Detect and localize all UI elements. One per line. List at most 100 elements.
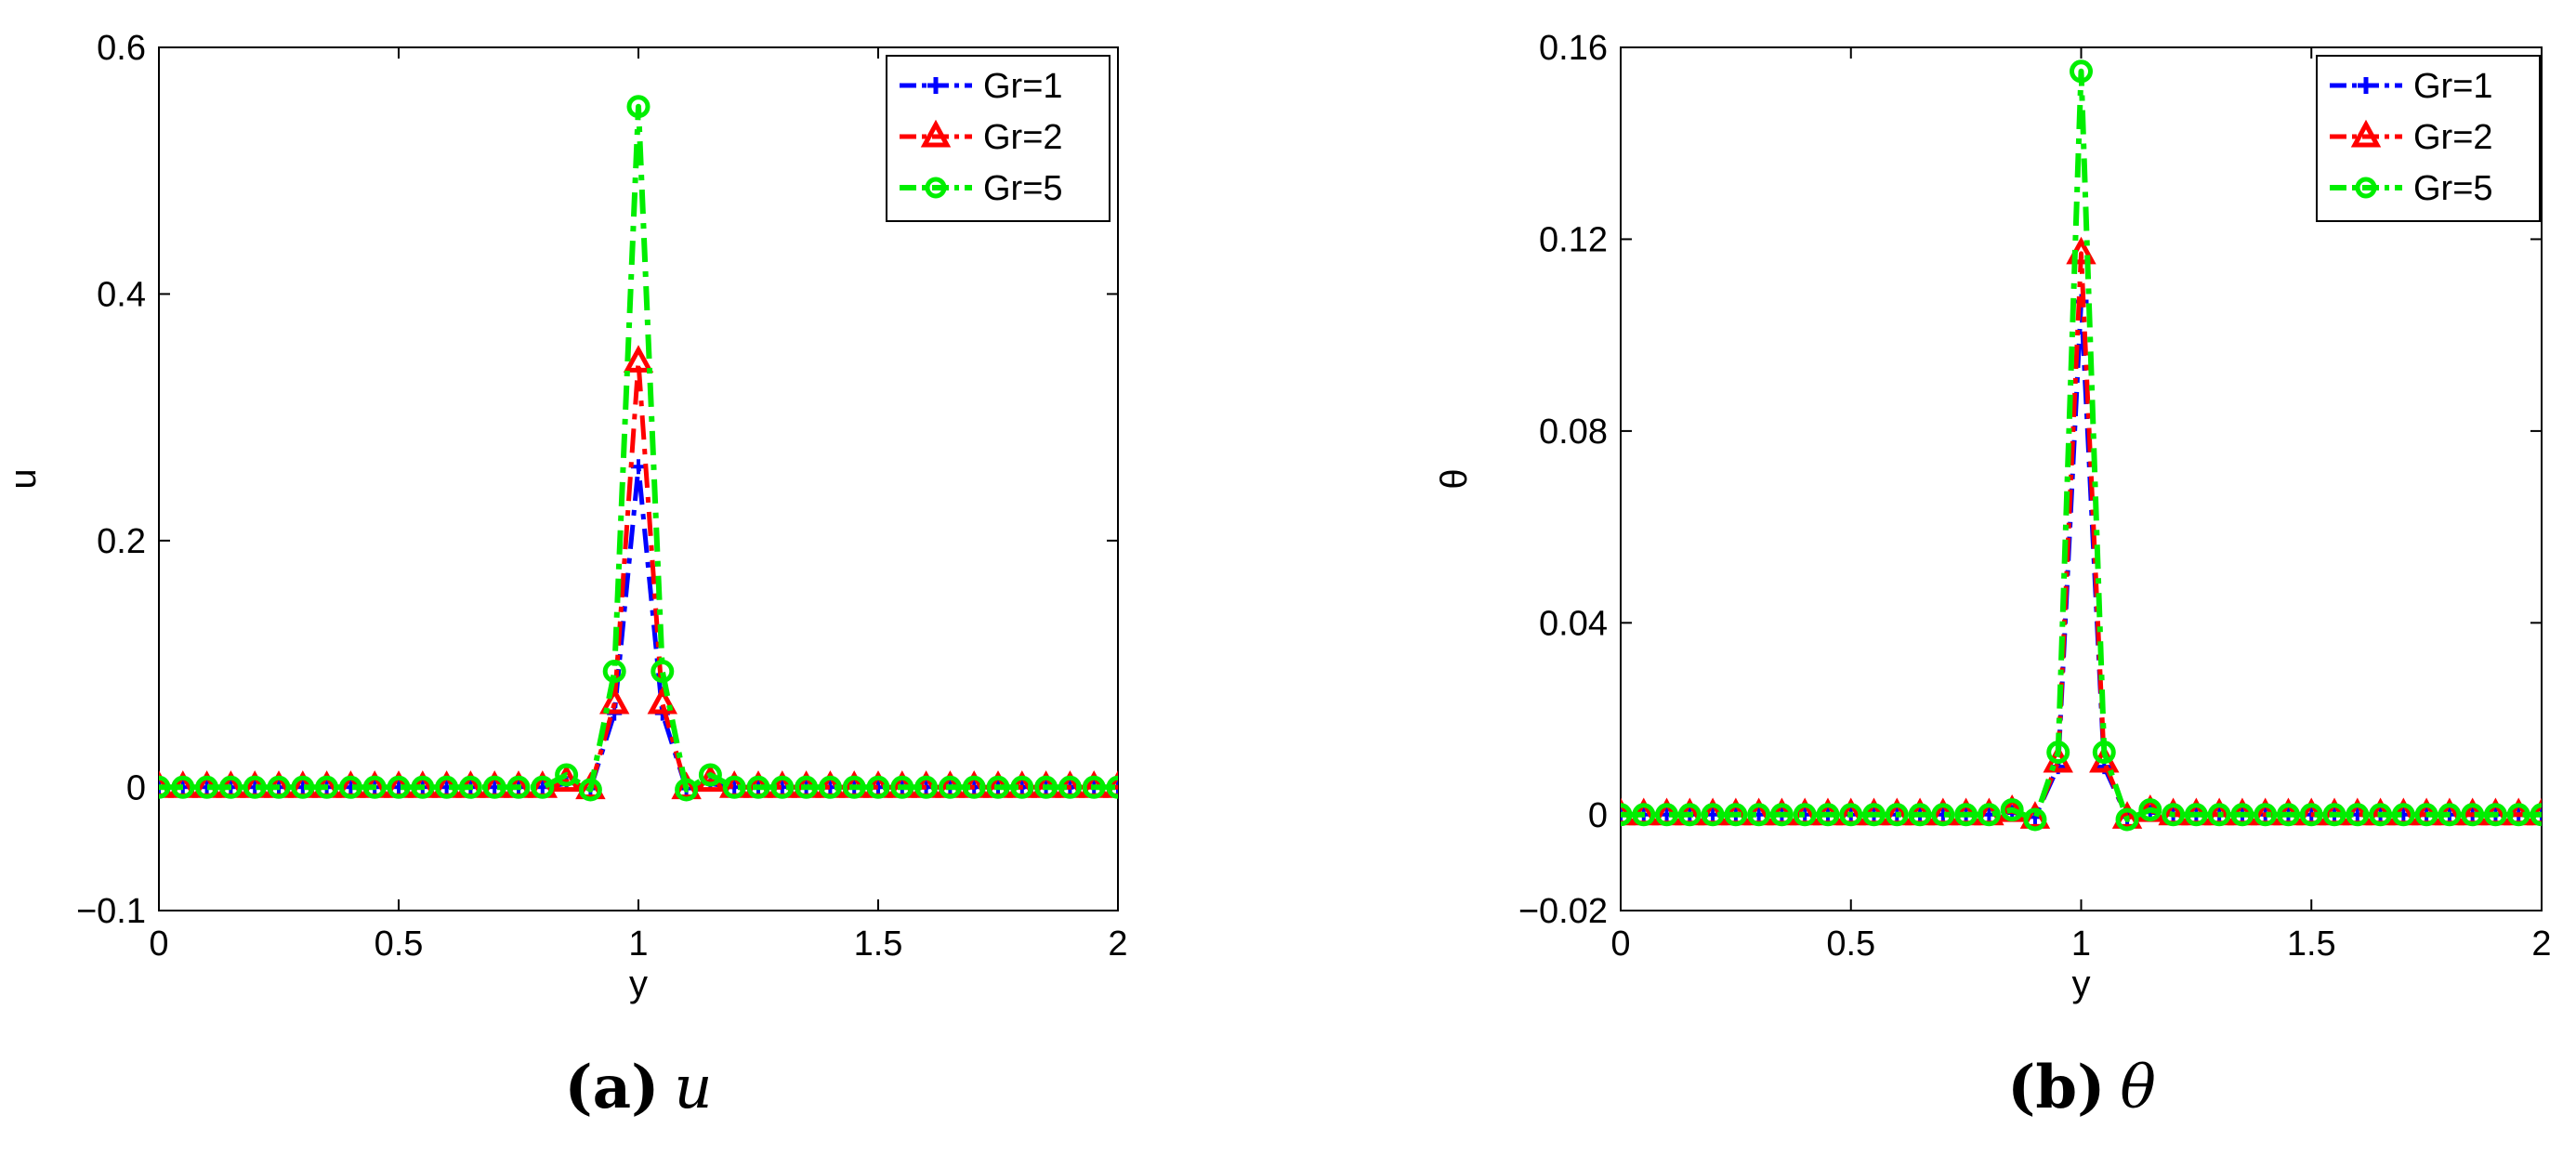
data-point bbox=[1701, 803, 1725, 827]
chart-panel-b: 0 0.5 1 1.5 2−0.0200.040.080.120.16yθGr=1Gr=… bbox=[1434, 29, 2552, 1122]
data-point bbox=[2046, 741, 2070, 765]
data-point bbox=[387, 775, 411, 799]
legend-marker bbox=[2355, 177, 2377, 199]
data-point bbox=[2414, 803, 2438, 827]
data-point bbox=[2276, 803, 2300, 827]
data-point bbox=[2506, 803, 2530, 827]
data-point bbox=[631, 459, 646, 475]
y-tick-label: 0.2 bbox=[97, 522, 146, 561]
legend-marker bbox=[920, 119, 952, 148]
legend-label: Gr=5 bbox=[2413, 169, 2493, 208]
data-point bbox=[2092, 741, 2116, 765]
data-point bbox=[1010, 775, 1034, 799]
series-line bbox=[159, 464, 1118, 792]
legend-label: Gr=2 bbox=[2413, 118, 2493, 157]
data-point bbox=[1816, 803, 1840, 827]
data-point bbox=[338, 775, 362, 799]
series-line bbox=[159, 359, 1118, 792]
series-gr-5 bbox=[159, 95, 1118, 802]
legend-label: Gr=1 bbox=[2413, 67, 2493, 106]
data-point bbox=[866, 775, 890, 799]
data-point bbox=[626, 95, 651, 119]
legend-entry-gr-5: Gr=5 bbox=[900, 169, 1063, 208]
data-point bbox=[1747, 803, 1771, 827]
series-gr-1 bbox=[159, 459, 1118, 796]
data-point bbox=[2483, 803, 2507, 827]
data-point bbox=[435, 775, 459, 799]
y-tick-label: 0.4 bbox=[97, 275, 146, 314]
legend-entry-gr-2: Gr=2 bbox=[2330, 118, 2493, 157]
data-point bbox=[2230, 803, 2254, 827]
data-point bbox=[2000, 798, 2024, 822]
x-tick-label: 2 bbox=[2531, 924, 2551, 964]
data-point bbox=[1082, 775, 1106, 799]
data-point bbox=[795, 775, 819, 799]
data-point bbox=[602, 660, 626, 684]
chart-panel-a: 0 0.5 1 1.5 2−0.100.20.40.6yuGr=1Gr=2Gr=5(a)… bbox=[3, 29, 1128, 1122]
data-point bbox=[1724, 803, 1748, 827]
data-point bbox=[1977, 803, 2001, 827]
x-tick-label: 0 bbox=[149, 924, 168, 964]
x-tick-label: 0.5 bbox=[1826, 924, 1875, 964]
data-point bbox=[1793, 803, 1817, 827]
y-tick-label: 0 bbox=[126, 768, 146, 807]
data-point bbox=[675, 778, 699, 802]
data-point bbox=[770, 775, 795, 799]
data-point bbox=[986, 775, 1010, 799]
data-point bbox=[555, 763, 579, 787]
data-point bbox=[1908, 803, 1932, 827]
x-tick-label: 1.5 bbox=[854, 924, 903, 964]
legend-entry-gr-1: Gr=1 bbox=[2330, 67, 2493, 106]
data-point bbox=[1621, 803, 1633, 827]
y-axis-label: u bbox=[3, 468, 44, 489]
data-point bbox=[2138, 798, 2162, 822]
data-point bbox=[938, 775, 962, 799]
y-tick-label: 0.16 bbox=[1539, 29, 1608, 68]
legend-marker bbox=[2350, 119, 2382, 148]
series-gr-2 bbox=[159, 345, 1118, 800]
data-point bbox=[482, 775, 506, 799]
x-tick-label: 1 bbox=[628, 924, 648, 964]
data-point bbox=[647, 686, 678, 715]
series-gr-5 bbox=[1621, 59, 2542, 832]
y-tick-label: 0.12 bbox=[1539, 220, 1608, 259]
data-point bbox=[506, 775, 531, 799]
x-tick-label: 1.5 bbox=[2287, 924, 2336, 964]
data-point bbox=[1655, 803, 1679, 827]
y-tick-label: 0.08 bbox=[1539, 413, 1608, 452]
legend-entry-gr-5: Gr=5 bbox=[2330, 169, 2493, 208]
data-point bbox=[1885, 803, 1909, 827]
data-point bbox=[2530, 803, 2542, 827]
y-tick-label: −0.02 bbox=[1518, 892, 1608, 931]
legend-marker bbox=[927, 77, 944, 94]
legend: Gr=1 Gr=2 Gr=5 bbox=[886, 55, 1111, 222]
x-axis-label: y bbox=[2072, 964, 2091, 1004]
data-point bbox=[1769, 803, 1794, 827]
data-point bbox=[598, 686, 630, 715]
data-point bbox=[623, 345, 654, 373]
x-tick-label: 2 bbox=[1108, 924, 1127, 964]
data-point bbox=[698, 763, 722, 787]
y-tick-label: 0.04 bbox=[1539, 604, 1608, 643]
data-point bbox=[195, 775, 219, 799]
data-point bbox=[746, 775, 770, 799]
data-point bbox=[890, 775, 914, 799]
data-point bbox=[2254, 803, 2278, 827]
legend-marker bbox=[925, 177, 947, 199]
legend-entry-gr-1: Gr=1 bbox=[900, 67, 1063, 106]
data-point bbox=[722, 775, 746, 799]
legend-marker bbox=[2358, 77, 2374, 94]
data-point bbox=[1931, 803, 1955, 827]
y-tick-label: −0.1 bbox=[76, 892, 146, 931]
panel-caption: (a) u bbox=[564, 1053, 712, 1122]
y-tick-label: 0.6 bbox=[97, 29, 146, 68]
data-point bbox=[914, 775, 939, 799]
data-point bbox=[962, 775, 986, 799]
data-point bbox=[171, 775, 195, 799]
panel-caption-variable: θ bbox=[2120, 1054, 2156, 1122]
data-point bbox=[651, 660, 675, 684]
legend-label: Gr=2 bbox=[983, 118, 1063, 157]
legend-label: Gr=1 bbox=[983, 67, 1063, 106]
y-axis-label: θ bbox=[1434, 468, 1475, 489]
